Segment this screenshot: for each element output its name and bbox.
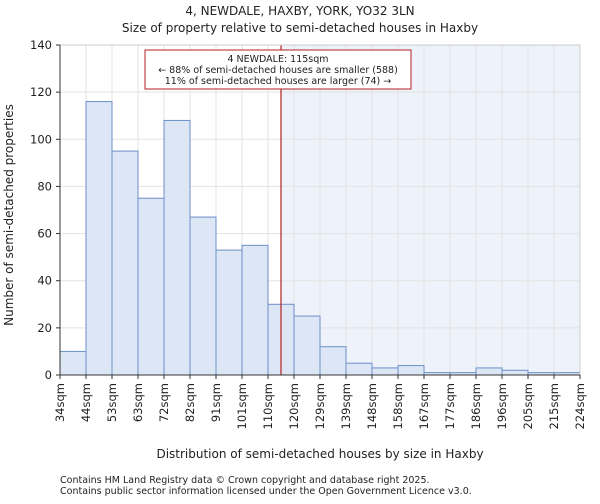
chart-title: 4, NEWDALE, HAXBY, YORK, YO32 3LN bbox=[185, 4, 414, 18]
y-tick-label-120: 120 bbox=[30, 85, 52, 99]
bar-148sqm bbox=[371, 367, 399, 376]
x-axis-label: Distribution of semi-detached houses by … bbox=[156, 447, 483, 461]
y-tick-label-80: 80 bbox=[37, 179, 52, 193]
x-tick-label-186sqm: 186sqm bbox=[469, 383, 483, 429]
x-tick-label-129sqm: 129sqm bbox=[313, 383, 327, 429]
y-tick-label-100: 100 bbox=[30, 132, 52, 146]
annotation-line-1: 4 NEWDALE: 115sqm bbox=[227, 54, 328, 65]
x-tick-label-63sqm: 63sqm bbox=[131, 383, 145, 422]
x-tick-label-110sqm: 110sqm bbox=[261, 383, 275, 429]
bar-129sqm bbox=[319, 346, 347, 376]
bars-layer bbox=[59, 101, 581, 376]
bar-139sqm bbox=[345, 362, 373, 376]
bar-34sqm bbox=[59, 350, 87, 376]
bar-196sqm bbox=[501, 369, 529, 376]
y-tick-label-60: 60 bbox=[37, 227, 52, 241]
x-tick-label-205sqm: 205sqm bbox=[521, 383, 535, 429]
bar-63sqm bbox=[137, 197, 165, 376]
x-tick-label-148sqm: 148sqm bbox=[365, 383, 379, 429]
y-tick-label-40: 40 bbox=[37, 274, 52, 288]
x-tick-label-158sqm: 158sqm bbox=[391, 383, 405, 429]
annotation-line-3: 11% of semi-detached houses are larger (… bbox=[165, 76, 392, 87]
x-tick-label-91sqm: 91sqm bbox=[209, 383, 223, 422]
x-tick-label-101sqm: 101sqm bbox=[235, 383, 249, 429]
bar-82sqm bbox=[189, 216, 217, 376]
bar-120sqm bbox=[293, 315, 321, 376]
annotation-line-2: ← 88% of semi-detached houses are smalle… bbox=[158, 65, 398, 76]
bar-53sqm bbox=[111, 150, 139, 376]
chart-subtitle: Size of property relative to semi-detach… bbox=[122, 21, 478, 35]
x-tick-label-44sqm: 44sqm bbox=[79, 383, 93, 422]
bar-91sqm bbox=[215, 249, 243, 376]
bar-44sqm bbox=[85, 101, 113, 376]
x-tick-label-72sqm: 72sqm bbox=[157, 383, 171, 422]
bar-72sqm bbox=[163, 119, 191, 376]
larger-region-shade bbox=[281, 45, 580, 375]
x-tick-label-177sqm: 177sqm bbox=[443, 383, 457, 429]
x-tick-label-139sqm: 139sqm bbox=[339, 383, 353, 429]
y-axis-label: Number of semi-detached properties bbox=[2, 104, 16, 326]
x-tick-label-224sqm: 224sqm bbox=[573, 383, 587, 429]
bar-101sqm bbox=[241, 244, 269, 376]
x-tick-label-53sqm: 53sqm bbox=[105, 383, 119, 422]
x-tick-label-215sqm: 215sqm bbox=[547, 383, 561, 429]
x-tick-label-120sqm: 120sqm bbox=[287, 383, 301, 429]
y-tick-label-140: 140 bbox=[30, 38, 52, 52]
y-tick-label-0: 0 bbox=[45, 368, 52, 382]
footer-line-2: Contains public sector information licen… bbox=[60, 486, 472, 497]
x-tick-label-82sqm: 82sqm bbox=[183, 383, 197, 422]
bar-186sqm bbox=[475, 367, 503, 376]
ticks-layer: 0 20 40 60 80 100 120 140 34sqm 44sqm 53sqm 63sqm 72… bbox=[30, 38, 587, 429]
annotation-rect bbox=[144, 49, 412, 90]
shade-layer bbox=[281, 45, 580, 375]
y-tick-label-20: 20 bbox=[37, 321, 52, 335]
x-tick-label-167sqm: 167sqm bbox=[417, 383, 431, 429]
footer-line-1: Contains HM Land Registry data © Crown c… bbox=[60, 475, 430, 486]
bar-158sqm bbox=[397, 365, 425, 376]
annotation-box: 4 NEWDALE: 115sqm ← 88% of semi-detached… bbox=[144, 49, 412, 90]
x-tick-label-196sqm: 196sqm bbox=[495, 383, 509, 429]
x-tick-label-34sqm: 34sqm bbox=[53, 383, 67, 422]
